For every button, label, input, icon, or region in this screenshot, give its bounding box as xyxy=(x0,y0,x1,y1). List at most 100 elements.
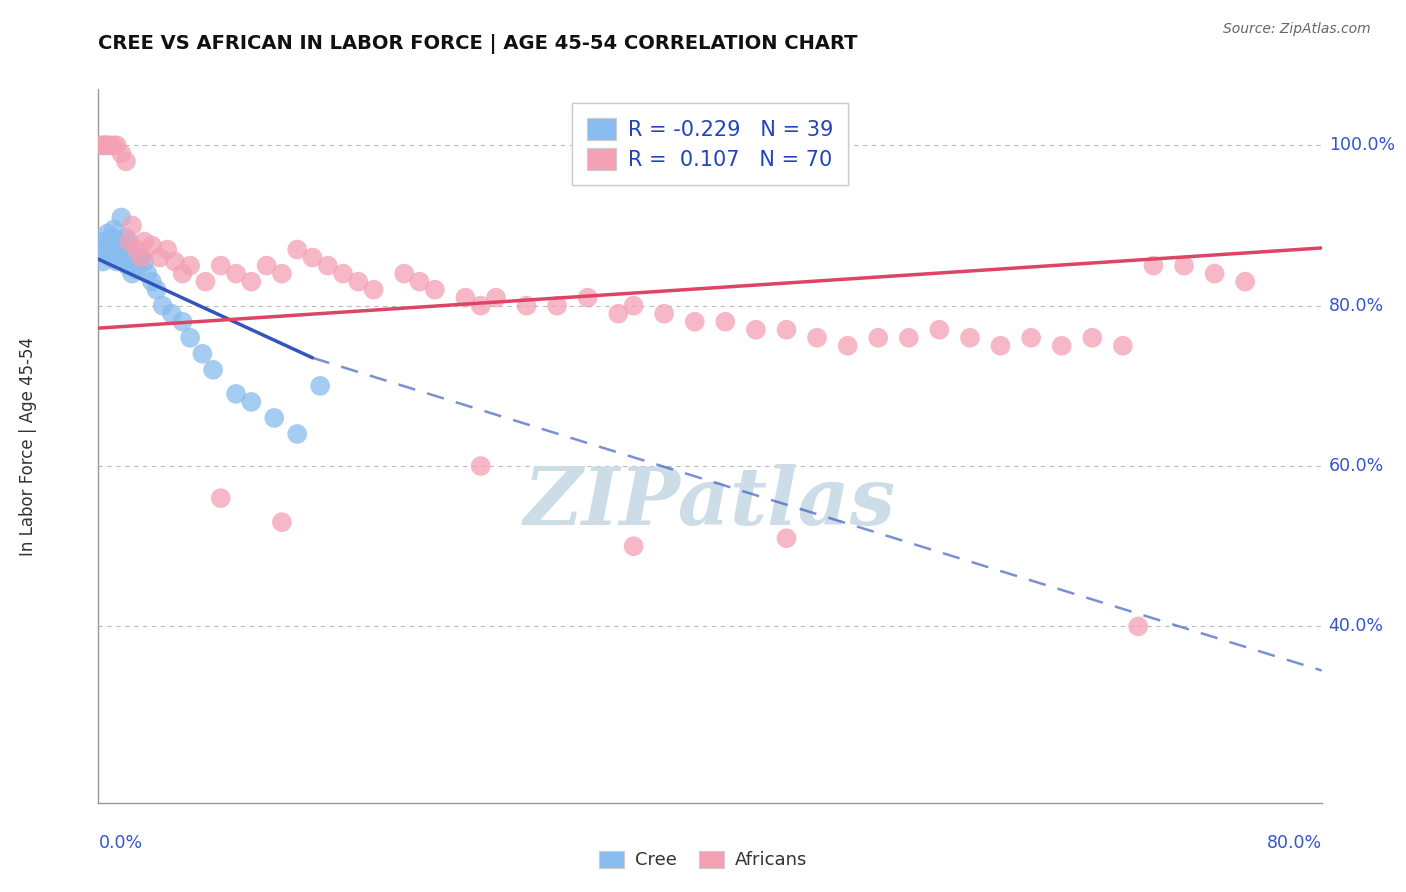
Point xyxy=(959,331,981,345)
Point xyxy=(91,138,114,153)
Point xyxy=(121,219,143,233)
Point xyxy=(134,254,156,268)
Point xyxy=(516,299,538,313)
Point xyxy=(160,307,183,321)
Point xyxy=(134,235,156,249)
Point xyxy=(240,395,263,409)
Text: ZIPatlas: ZIPatlas xyxy=(524,465,896,541)
Text: In Labor Force | Age 45-54: In Labor Force | Age 45-54 xyxy=(20,336,37,556)
Point xyxy=(623,299,645,313)
Point xyxy=(285,243,308,257)
Point xyxy=(607,307,630,321)
Point xyxy=(118,238,141,252)
Point xyxy=(115,154,138,169)
Point xyxy=(141,238,163,252)
Point xyxy=(163,254,186,268)
Text: 0.0%: 0.0% xyxy=(98,834,142,852)
Point xyxy=(172,315,194,329)
Point xyxy=(714,315,737,329)
Point xyxy=(194,275,217,289)
Point xyxy=(990,339,1012,353)
Point xyxy=(120,251,142,265)
Point xyxy=(110,146,132,161)
Point xyxy=(408,275,430,289)
Point xyxy=(108,246,131,260)
Point xyxy=(316,259,339,273)
Point xyxy=(1204,267,1226,281)
Point xyxy=(121,267,143,281)
Point xyxy=(1128,619,1150,633)
Point xyxy=(240,275,263,289)
Point xyxy=(101,230,124,244)
Point xyxy=(118,235,141,249)
Point xyxy=(470,299,492,313)
Point xyxy=(136,267,159,281)
Point xyxy=(928,323,950,337)
Point xyxy=(93,235,115,249)
Point xyxy=(263,411,285,425)
Point xyxy=(122,254,145,268)
Text: Source: ZipAtlas.com: Source: ZipAtlas.com xyxy=(1223,22,1371,37)
Point xyxy=(111,238,134,252)
Point xyxy=(94,246,117,260)
Point xyxy=(1081,331,1104,345)
Text: 60.0%: 60.0% xyxy=(1329,457,1384,475)
Point xyxy=(112,251,135,265)
Point xyxy=(100,251,122,265)
Point xyxy=(623,539,645,553)
Point xyxy=(775,323,797,337)
Point xyxy=(454,291,477,305)
Point xyxy=(301,251,323,265)
Point xyxy=(129,251,152,265)
Point xyxy=(225,387,247,401)
Point xyxy=(152,299,174,313)
Text: 80.0%: 80.0% xyxy=(1267,834,1322,852)
Point xyxy=(683,315,706,329)
Point xyxy=(423,283,446,297)
Point xyxy=(270,515,292,529)
Point xyxy=(209,259,232,273)
Point xyxy=(347,275,370,289)
Text: CREE VS AFRICAN IN LABOR FORCE | AGE 45-54 CORRELATION CHART: CREE VS AFRICAN IN LABOR FORCE | AGE 45-… xyxy=(98,34,858,54)
Point xyxy=(363,283,385,297)
Point xyxy=(141,275,163,289)
Point xyxy=(392,267,416,281)
Point xyxy=(1173,259,1195,273)
Point xyxy=(332,267,354,281)
Point xyxy=(128,251,150,265)
Point xyxy=(1142,259,1164,273)
Point xyxy=(98,138,121,153)
Legend: R = -0.229   N = 39, R =  0.107   N = 70: R = -0.229 N = 39, R = 0.107 N = 70 xyxy=(572,103,848,185)
Point xyxy=(93,138,115,153)
Text: 100.0%: 100.0% xyxy=(1329,136,1395,154)
Point xyxy=(104,243,127,257)
Point xyxy=(103,138,125,153)
Point xyxy=(256,259,278,273)
Point xyxy=(225,267,247,281)
Point xyxy=(156,243,179,257)
Point xyxy=(1112,339,1135,353)
Point xyxy=(103,222,125,236)
Point xyxy=(91,254,114,268)
Point xyxy=(179,331,201,345)
Point xyxy=(576,291,599,305)
Point xyxy=(125,262,148,277)
Point xyxy=(837,339,859,353)
Point xyxy=(1019,331,1042,345)
Point xyxy=(105,254,128,268)
Point xyxy=(115,230,138,244)
Point xyxy=(94,138,117,153)
Point xyxy=(90,243,112,257)
Point xyxy=(125,243,148,257)
Point xyxy=(105,138,128,153)
Point xyxy=(897,331,920,345)
Point xyxy=(191,347,214,361)
Point xyxy=(775,531,797,545)
Text: 40.0%: 40.0% xyxy=(1329,617,1384,635)
Point xyxy=(1234,275,1257,289)
Point xyxy=(117,259,139,273)
Point xyxy=(485,291,508,305)
Point xyxy=(202,363,225,377)
Point xyxy=(270,267,292,281)
Point xyxy=(90,138,112,153)
